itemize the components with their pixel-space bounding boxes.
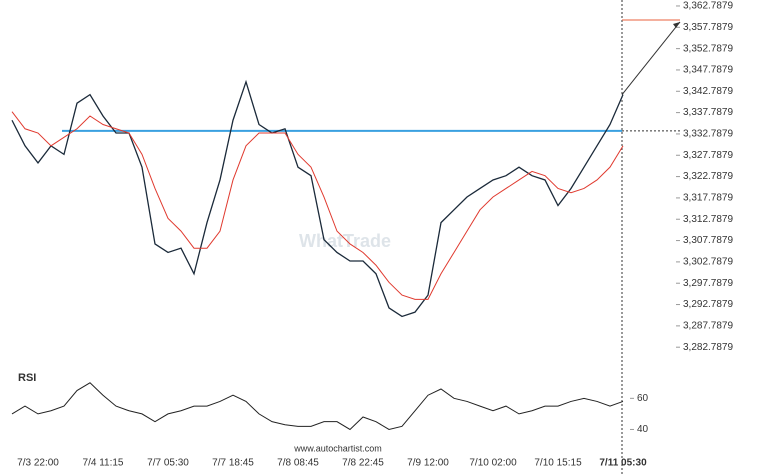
y-tick-label: 3,282.7879 [683, 342, 733, 353]
y-tick-label: 3,297.7879 [683, 278, 733, 289]
x-tick-label: 7/3 22:00 [17, 458, 59, 469]
x-tick-label: 7/4 11:15 [83, 458, 124, 469]
rsi-title: RSI [18, 372, 36, 384]
y-tick-label: 3,322.7879 [683, 171, 733, 182]
series-line [11, 382, 624, 431]
x-tick-label: 7/10 15:15 [534, 458, 582, 469]
x-tick-label: 7/11 05:30 [599, 458, 647, 469]
x-tick-label: 7/10 02:00 [469, 458, 517, 469]
y-tick-label: 3,327.7879 [683, 150, 733, 161]
x-tick-label: 7/8 22:45 [342, 458, 384, 469]
forecast-arrow [621, 21, 681, 95]
y-tick-label: 3,307.7879 [683, 235, 733, 246]
series-line [11, 79, 624, 318]
y-tick-label: 3,302.7879 [683, 257, 733, 268]
y-tick-label: 3,357.7879 [683, 22, 733, 33]
y-tick-label: 60 [637, 393, 649, 404]
y-tick-label: 3,287.7879 [683, 321, 733, 332]
x-tick-label: 7/7 18:45 [212, 458, 254, 469]
y-tick-label: 3,312.7879 [683, 214, 733, 225]
x-tick-label: 7/7 05:30 [147, 458, 189, 469]
y-tick-label: 3,362.7879 [683, 1, 733, 12]
arrow-head [673, 21, 680, 28]
y-tick-label: 3,317.7879 [683, 193, 733, 204]
watermark: WhatTrade [299, 231, 391, 251]
y-tick-label: 3,337.7879 [683, 107, 733, 118]
y-tick-label: 3,342.7879 [683, 86, 733, 97]
y-tick-label: 40 [637, 424, 649, 435]
x-tick-label: 7/8 08:45 [277, 458, 319, 469]
y-tick-label: 3,352.7879 [683, 43, 733, 54]
y-tick-label: 3,292.7879 [683, 299, 733, 310]
y-tick-label: 3,332.7879 [683, 129, 733, 140]
footer: www.autochartist.com [293, 443, 382, 453]
series-line [11, 111, 624, 300]
x-tick-label: 7/9 12:00 [407, 458, 449, 469]
y-tick-label: 3,347.7879 [683, 65, 733, 76]
